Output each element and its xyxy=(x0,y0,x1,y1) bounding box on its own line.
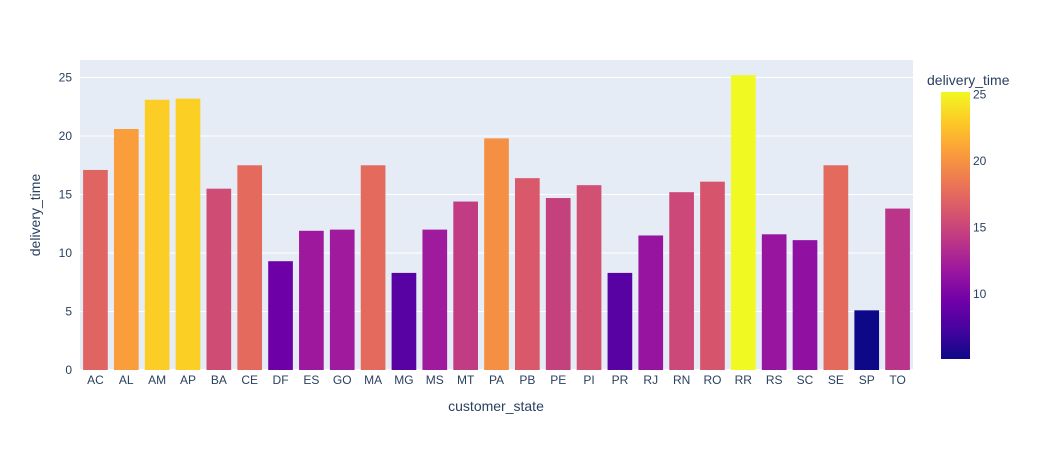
y-axis-title: delivery_time xyxy=(27,174,43,257)
bar-al[interactable] xyxy=(113,129,139,370)
colorbar-tick-label: 15 xyxy=(973,220,987,234)
x-tick-label: AC xyxy=(87,373,104,387)
bar-sp[interactable] xyxy=(854,310,880,370)
x-tick-label: MA xyxy=(364,373,382,387)
x-tick-label: RO xyxy=(703,373,721,387)
y-tick-label: 20 xyxy=(59,129,73,143)
colorbar-tick-label: 20 xyxy=(973,154,987,168)
bar-sc[interactable] xyxy=(792,240,818,370)
colorbar-title: delivery_time xyxy=(927,72,1010,88)
y-tick-label: 15 xyxy=(59,188,73,202)
bar-pr[interactable] xyxy=(607,272,633,370)
bar-se[interactable] xyxy=(823,165,849,370)
y-axis-ticks: 0 5 10 15 20 25 xyxy=(59,71,73,377)
bar-ba[interactable] xyxy=(206,188,232,370)
colorbar: delivery_time 10 15 20 25 xyxy=(927,72,1010,359)
bar-mg[interactable] xyxy=(391,272,417,370)
x-axis-title: customer_state xyxy=(448,398,544,414)
x-tick-label: TO xyxy=(889,373,905,387)
bar-ce[interactable] xyxy=(237,165,263,370)
bar-df[interactable] xyxy=(268,261,293,370)
x-tick-label: PE xyxy=(550,373,566,387)
bar-ms[interactable] xyxy=(422,229,448,370)
x-tick-label: RN xyxy=(673,373,690,387)
bar-ap[interactable] xyxy=(175,98,201,371)
bar-rs[interactable] xyxy=(761,234,787,370)
x-tick-label: MG xyxy=(394,373,413,387)
bar-ro[interactable] xyxy=(700,181,725,370)
bar-ac[interactable] xyxy=(83,169,108,370)
bar-rj[interactable] xyxy=(638,235,664,370)
bar-es[interactable] xyxy=(299,230,324,370)
bar-ma[interactable] xyxy=(360,165,386,370)
bar-mt[interactable] xyxy=(453,201,478,370)
x-tick-label: RR xyxy=(735,373,753,387)
x-tick-label: GO xyxy=(333,373,352,387)
bar-pa[interactable] xyxy=(484,138,509,370)
x-tick-label: SE xyxy=(828,373,844,387)
x-tick-label: RJ xyxy=(643,373,658,387)
x-tick-label: RS xyxy=(766,373,783,387)
x-tick-label: AM xyxy=(148,373,166,387)
colorbar-ticks: 10 15 20 25 xyxy=(973,88,987,301)
bar-am[interactable] xyxy=(144,99,170,370)
x-tick-label: MT xyxy=(457,373,475,387)
bar-pe[interactable] xyxy=(545,198,571,370)
bar-pb[interactable] xyxy=(515,178,540,370)
colorbar-gradient xyxy=(941,92,970,359)
x-tick-label: PB xyxy=(519,373,535,387)
bar-go[interactable] xyxy=(329,229,355,370)
x-tick-label: AL xyxy=(119,373,134,387)
bar-pi[interactable] xyxy=(576,185,602,370)
colorbar-tick-label: 25 xyxy=(973,88,987,102)
bar-rr[interactable] xyxy=(730,75,756,370)
y-tick-label: 10 xyxy=(59,246,73,260)
x-tick-label: PR xyxy=(612,373,629,387)
y-tick-label: 0 xyxy=(65,363,72,377)
x-tick-label: SC xyxy=(797,373,814,387)
y-tick-label: 25 xyxy=(59,71,73,85)
x-tick-label: PA xyxy=(489,373,504,387)
bars xyxy=(83,75,910,371)
x-tick-label: ES xyxy=(303,373,319,387)
x-tick-label: BA xyxy=(211,373,227,387)
bar-to[interactable] xyxy=(885,208,910,370)
x-tick-label: AP xyxy=(180,373,196,387)
x-axis-ticks: AC AL AM AP BA CE DF ES GO MA MG MS MT PA PB PE PI PR RJ RN… xyxy=(87,373,906,387)
x-tick-label: MS xyxy=(426,373,444,387)
bar-rn[interactable] xyxy=(669,192,694,370)
x-tick-label: CE xyxy=(241,373,258,387)
x-tick-label: SP xyxy=(859,373,875,387)
y-tick-label: 5 xyxy=(65,305,72,319)
x-tick-label: DF xyxy=(273,373,289,387)
colorbar-tick-label: 10 xyxy=(973,287,987,301)
x-tick-label: PI xyxy=(583,373,594,387)
